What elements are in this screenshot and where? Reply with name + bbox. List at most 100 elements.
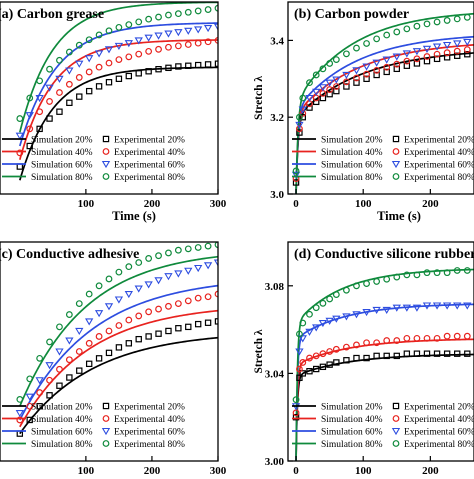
experimental-point bbox=[393, 65, 400, 73]
experimental-point bbox=[352, 311, 361, 319]
experimental-point bbox=[204, 61, 212, 68]
experimental-point bbox=[296, 125, 303, 133]
experimental-point bbox=[423, 334, 431, 342]
experimental-point bbox=[433, 350, 441, 357]
experimental-point bbox=[85, 339, 93, 347]
experimental-point bbox=[164, 30, 173, 38]
experimental-point bbox=[85, 87, 93, 95]
experimental-point bbox=[155, 330, 162, 337]
experimental-point bbox=[298, 106, 307, 114]
experimental-point bbox=[454, 52, 461, 59]
simulation-line-3 bbox=[18, 2, 218, 133]
experimental-point bbox=[403, 62, 411, 69]
experimental-point bbox=[353, 354, 360, 362]
experimental-point bbox=[154, 32, 163, 40]
experimental-point bbox=[45, 362, 54, 370]
y-tick-label: 3.08 bbox=[265, 281, 285, 293]
experimental-point bbox=[296, 365, 303, 373]
x-tick-label: 100 bbox=[355, 198, 372, 210]
experimental-point bbox=[319, 65, 327, 73]
experimental-point bbox=[463, 267, 471, 274]
experimental-point bbox=[326, 60, 334, 67]
legend-simulation-label: Simulation 40% bbox=[321, 415, 383, 425]
experimental-point bbox=[85, 36, 93, 44]
experimental-point bbox=[296, 374, 303, 381]
experimental-point bbox=[174, 10, 182, 18]
experimental-point bbox=[383, 275, 391, 283]
experimental-point bbox=[413, 55, 421, 63]
legend-experimental-label: Experimental 20% bbox=[404, 403, 474, 413]
experimental-point bbox=[313, 98, 320, 106]
experimental-point bbox=[292, 167, 300, 175]
experimental-point bbox=[423, 350, 431, 357]
experimental-point bbox=[453, 15, 461, 23]
legend-simulation-label: Simulation 20% bbox=[321, 403, 383, 413]
experimental-point bbox=[291, 171, 301, 179]
experimental-point bbox=[184, 267, 193, 275]
experimental-point bbox=[115, 56, 123, 63]
experimental-point bbox=[412, 304, 422, 312]
experimental-point bbox=[155, 45, 162, 53]
experimental-point bbox=[403, 271, 411, 279]
experimental-point bbox=[175, 63, 182, 70]
legend-simulation-label: Simulation 80% bbox=[321, 173, 383, 183]
experimental-point bbox=[213, 23, 218, 31]
axes-frame bbox=[287, 1, 474, 195]
experimental-point bbox=[373, 278, 381, 285]
experimental-point bbox=[124, 290, 133, 299]
legend-marker bbox=[392, 148, 400, 155]
experimental-point bbox=[25, 112, 34, 120]
experimental-point bbox=[326, 295, 334, 303]
experimental-point bbox=[184, 41, 192, 48]
experimental-point bbox=[343, 343, 350, 351]
experimental-point bbox=[353, 79, 360, 86]
experimental-point bbox=[306, 354, 313, 362]
experimental-point bbox=[333, 87, 340, 95]
experimental-point bbox=[342, 313, 351, 321]
experimental-point bbox=[56, 108, 63, 115]
experimental-point bbox=[144, 34, 153, 42]
experimental-point bbox=[383, 352, 390, 360]
experimental-point bbox=[105, 59, 113, 67]
legend-experimental-label: Experimental 40% bbox=[404, 415, 474, 425]
experimental-point bbox=[403, 25, 411, 33]
experimental-point bbox=[402, 304, 412, 312]
experimental-point bbox=[463, 46, 471, 54]
experimental-point bbox=[135, 18, 143, 26]
experimental-point bbox=[412, 48, 422, 56]
experimental-point bbox=[363, 339, 370, 347]
legend-experimental-label: Experimental 60% bbox=[114, 161, 185, 171]
experimental-point bbox=[85, 55, 94, 63]
experimental-point bbox=[333, 359, 340, 366]
y-axis-label: Stretch λ bbox=[253, 329, 265, 373]
experimental-point bbox=[353, 341, 360, 349]
experimental-point bbox=[312, 352, 320, 360]
experimental-point bbox=[56, 56, 63, 64]
experimental-point bbox=[295, 348, 304, 356]
experimental-point bbox=[423, 269, 431, 277]
experimental-point bbox=[204, 6, 212, 13]
experimental-point bbox=[332, 56, 340, 63]
legend-marker bbox=[102, 135, 110, 143]
experimental-point bbox=[95, 333, 103, 340]
experimental-point bbox=[155, 252, 162, 260]
experimental-point bbox=[26, 402, 34, 410]
experimental-point bbox=[292, 396, 300, 404]
experimental-point bbox=[203, 262, 213, 270]
experimental-point bbox=[165, 327, 172, 335]
experimental-point bbox=[75, 348, 83, 355]
experimental-point bbox=[36, 389, 44, 396]
experimental-point bbox=[174, 300, 182, 307]
experimental-point bbox=[413, 334, 421, 342]
experimental-point bbox=[46, 392, 53, 399]
simulation-line-0 bbox=[19, 336, 218, 435]
experimental-point bbox=[305, 328, 314, 336]
legend-simulation-label: Simulation 80% bbox=[31, 440, 93, 450]
plot-area bbox=[15, 242, 218, 437]
legend-experimental-label: Experimental 80% bbox=[404, 440, 474, 450]
experimental-point bbox=[125, 72, 133, 80]
experimental-point bbox=[45, 84, 54, 92]
experimental-point bbox=[343, 357, 350, 364]
experimental-point bbox=[453, 47, 461, 55]
